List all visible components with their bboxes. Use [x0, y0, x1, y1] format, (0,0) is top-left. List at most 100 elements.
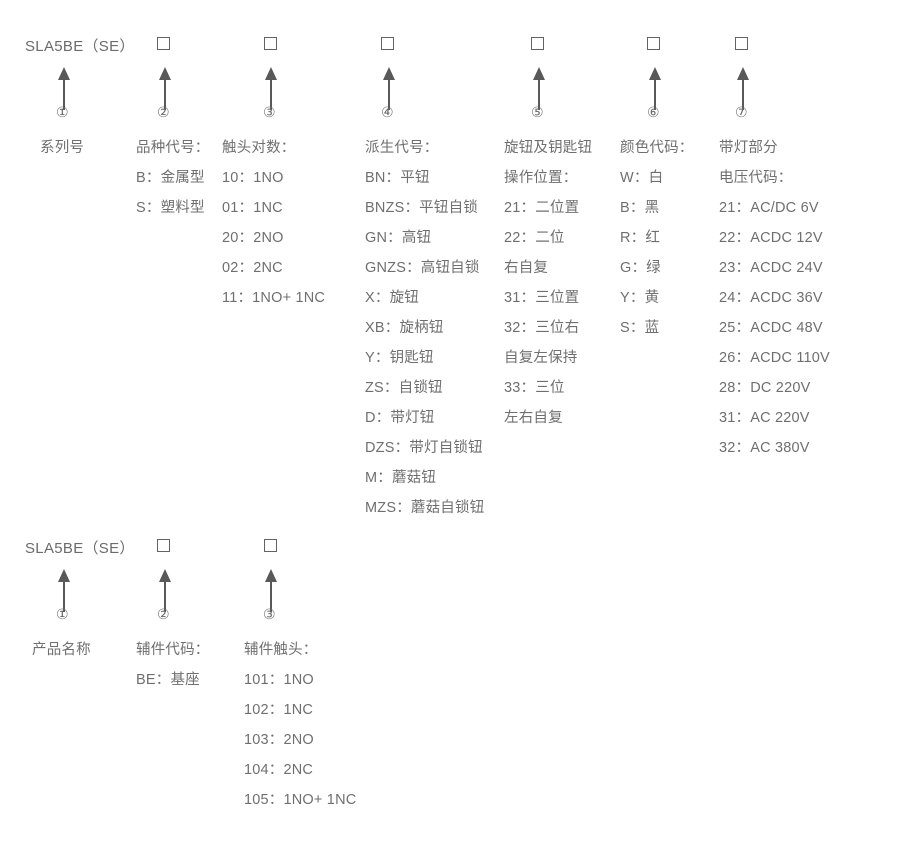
column-aux-3-line-5: 104：2NC: [244, 762, 314, 778]
column-aux-3-line-2: 101：1NO: [244, 672, 314, 688]
marker-1: ①: [56, 105, 69, 121]
marker-aux-1: ①: [56, 607, 69, 623]
column-3-line-2: 10：1NO: [222, 170, 284, 186]
column-color-code: 颜色代码： W：白 B：黑 R：红 G：绿 Y：黄 S：蓝: [620, 133, 694, 343]
column-6-line-5: G：绿: [620, 260, 661, 276]
marker-3: ③: [263, 105, 276, 121]
up-arrow-icon-5: [532, 67, 546, 111]
column-product-name: 产品名称: [32, 635, 91, 665]
column-6-line-2: W：白: [620, 170, 664, 186]
marker-7: ⑦: [735, 105, 748, 121]
column-series-number: 系列号: [40, 133, 84, 163]
main-root-code: SLA5BE（SE）: [25, 38, 135, 55]
column-aux-2-line-2: BE：基座: [136, 672, 200, 688]
column-accessory-code: 辅件代码： BE：基座: [136, 635, 210, 695]
square-placeholder-icon: [157, 37, 170, 50]
column-derivative-code: 派生代号： BN：平钮 BNZS：平钮自锁 GN：高钮 GNZS：高钮自锁 X：…: [365, 133, 484, 523]
column-4-line-7: XB：旋柄钮: [365, 320, 444, 336]
column-5-line-8: 自复左保持: [504, 350, 578, 366]
up-arrow-icon-1: [57, 67, 71, 111]
column-5-line-10: 左右自复: [504, 410, 563, 426]
column-2-line-2: B：金属型: [136, 170, 205, 186]
column-3-line-1: 触头对数：: [222, 140, 296, 156]
column-7-line-3: 21：AC/DC 6V: [719, 200, 819, 216]
square-placeholder-icon: [647, 37, 660, 50]
column-aux-2-line-1: 辅件代码：: [136, 642, 210, 658]
up-arrow-icon-6: [648, 67, 662, 111]
up-arrow-icon-aux-2: [158, 569, 172, 613]
column-4-line-1: 派生代号：: [365, 140, 439, 156]
main-placeholder-box-6: [735, 37, 748, 53]
column-4-line-8: Y：钥匙钮: [365, 350, 434, 366]
column-7-line-10: 31：AC 220V: [719, 410, 810, 426]
square-placeholder-icon: [264, 539, 277, 552]
column-4-line-10: D：带灯钮: [365, 410, 435, 426]
main-placeholder-box-2: [264, 37, 277, 53]
column-4-line-3: BNZS：平钮自锁: [365, 200, 478, 216]
accessory-placeholder-box-1: [157, 539, 170, 555]
marker-5: ⑤: [531, 105, 544, 121]
column-aux-3-line-4: 103：2NO: [244, 732, 314, 748]
main-placeholder-box-5: [647, 37, 660, 53]
column-variety-code: 品种代号： B：金属型 S：塑料型: [136, 133, 210, 223]
column-4-line-9: ZS：自锁钮: [365, 380, 443, 396]
column-4-line-6: X：旋钮: [365, 290, 419, 306]
column-rotary-key-positions: 旋钮及钥匙钮 操作位置： 21：二位置 22：二位 右自复 31：三位置 32：…: [504, 133, 592, 433]
main-placeholder-box-1: [157, 37, 170, 53]
column-7-line-4: 22：ACDC 12V: [719, 230, 823, 246]
accessory-code-row: SLA5BE（SE）: [0, 500, 900, 557]
column-4-line-11: DZS：带灯自锁钮: [365, 440, 483, 456]
square-placeholder-icon: [264, 37, 277, 50]
up-arrow-icon-3: [264, 67, 278, 111]
column-6-line-6: Y：黄: [620, 290, 660, 306]
column-1-line-1: 系列号: [40, 140, 85, 156]
column-3-line-3: 01：1NC: [222, 200, 283, 216]
up-arrow-icon-aux-3: [264, 569, 278, 613]
column-7-line-5: 23：ACDC 24V: [719, 260, 823, 276]
column-3-line-4: 20：2NO: [222, 230, 284, 246]
marker-6: ⑥: [647, 105, 660, 121]
main-placeholder-box-4: [531, 37, 544, 53]
column-6-line-3: B：黑: [620, 200, 660, 216]
column-7-line-2: 电压代码：: [719, 170, 793, 186]
column-5-line-6: 31：三位置: [504, 290, 580, 306]
column-5-line-9: 33：三位: [504, 380, 565, 396]
column-aux-1-line-1: 产品名称: [32, 642, 91, 658]
main-code-section: SLA5BE（SE） ① ② ③ ④ ⑤ ⑥ ⑦ 系列号 品种代号：: [0, 0, 900, 516]
up-arrow-icon-aux-1: [57, 569, 71, 613]
marker-4: ④: [381, 105, 394, 121]
accessory-placeholder-box-2: [264, 539, 277, 555]
accessory-root-code: SLA5BE（SE）: [25, 540, 135, 557]
column-aux-3-line-3: 102：1NC: [244, 702, 314, 718]
column-lamp-voltage-code: 带灯部分 电压代码： 21：AC/DC 6V 22：ACDC 12V 23：AC…: [719, 133, 830, 463]
column-7-line-6: 24：ACDC 36V: [719, 290, 823, 306]
column-7-line-11: 32：AC 380V: [719, 440, 810, 456]
square-placeholder-icon: [381, 37, 394, 50]
square-placeholder-icon: [735, 37, 748, 50]
column-aux-3-line-1: 辅件触头：: [244, 642, 318, 658]
column-6-line-7: S：蓝: [620, 320, 660, 336]
column-6-line-4: R：红: [620, 230, 661, 246]
column-7-line-1: 带灯部分: [719, 140, 778, 156]
marker-aux-3: ③: [263, 607, 276, 623]
column-6-line-1: 颜色代码：: [620, 140, 694, 156]
square-placeholder-icon: [157, 539, 170, 552]
square-placeholder-icon: [531, 37, 544, 50]
up-arrow-icon-4: [382, 67, 396, 111]
column-5-line-4: 22：二位: [504, 230, 565, 246]
column-4-line-13: MZS：蘑菇自锁钮: [365, 500, 485, 516]
column-7-line-9: 28：DC 220V: [719, 380, 811, 396]
accessory-code-section: SLA5BE（SE） ① ② ③ 产品名称 辅件代码： BE：基座 辅件触头： …: [0, 500, 900, 808]
up-arrow-icon-7: [736, 67, 750, 111]
main-placeholder-box-3: [381, 37, 394, 53]
column-5-line-1: 旋钮及钥匙钮: [504, 140, 593, 156]
column-contact-pairs: 触头对数： 10：1NO 01：1NC 20：2NO 02：2NC 11：1NO…: [222, 133, 325, 313]
column-4-line-4: GN：高钮: [365, 230, 432, 246]
column-aux-3-line-6: 105：1NO+ 1NC: [244, 792, 357, 808]
column-5-line-2: 操作位置：: [504, 170, 578, 186]
marker-2: ②: [157, 105, 170, 121]
column-7-line-7: 25：ACDC 48V: [719, 320, 823, 336]
column-accessory-contacts: 辅件触头： 101：1NO 102：1NC 103：2NO 104：2NC 10…: [244, 635, 356, 815]
column-3-line-6: 11：1NO+ 1NC: [222, 290, 326, 306]
main-code-row: SLA5BE（SE）: [0, 0, 900, 55]
